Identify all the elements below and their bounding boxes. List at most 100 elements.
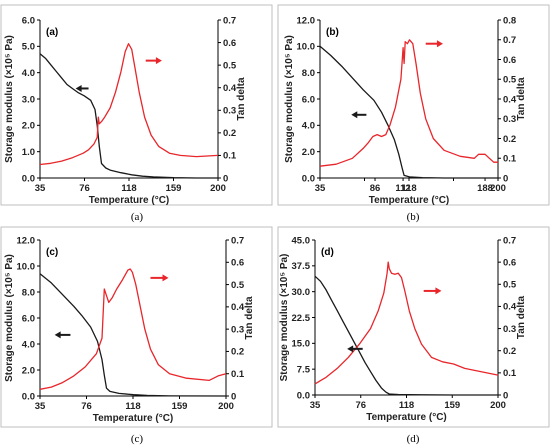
y-tick-label-c: 12.0 [17, 235, 36, 246]
panel-label-b: (b) [326, 27, 339, 38]
chart-panel-a: 0.0 1.0 2.0 3.0 4.0 5.0 6.0 0 0.1 0.2 0.3 0.4 0.5 0.6… [4, 15, 247, 206]
y-tick-label-c: 6.0 [22, 313, 35, 324]
x-tick-label-d: 200 [490, 400, 506, 411]
y-tick-label-a: 6.0 [22, 15, 35, 26]
y2-axis-title-d: Tan delta [516, 295, 527, 339]
y2-tick-label-c: 0.5 [231, 280, 245, 291]
panel-frame-d [277, 226, 550, 428]
y-axis-title-a: Storage modulus (×10⁵ Pa) [4, 35, 15, 163]
y2-axis-title-c: Tan delta [244, 296, 255, 340]
x-tick-label-b: 35 [315, 183, 326, 194]
y2-tick-label-b: 0 [503, 173, 508, 184]
left-arrow-head-d [347, 345, 354, 353]
x-axis-title-c: Temperature (°C) [93, 413, 174, 424]
y-tick-label-d: 30.0 [292, 287, 311, 298]
y2-tick-label-a: 0.3 [223, 106, 236, 117]
y2-tick-label-b: 0.3 [503, 114, 516, 125]
tan-delta-line-b [319, 39, 498, 167]
y-tick-label-d: 0.0 [297, 390, 310, 401]
caption-b: (b) [407, 211, 420, 223]
x-axis-title-b: Temperature (°C) [369, 195, 450, 206]
caption-d: (d) [407, 433, 420, 445]
panel-label-c: (c) [46, 247, 58, 258]
panel-label-a: (a) [46, 27, 58, 38]
y-tick-label-b: 4.0 [302, 121, 315, 132]
x-tick-label-d: 76 [355, 400, 366, 411]
y2-tick-label-c: 0.3 [231, 324, 244, 335]
left-arrow-head-b [351, 111, 358, 119]
y2-tick-label-c: 0.1 [231, 369, 245, 380]
x-tick-label-a: 200 [210, 183, 226, 194]
y-axis-title-c: Storage modulus (×10⁵ Pa) [4, 254, 15, 382]
y-tick-label-a: 0.0 [22, 173, 35, 184]
chart-panel-b: 0.0 2.0 4.0 6.0 8.0 10.0 12.0 0 0.1 0.2 0.3 0.4 0.5 0… [284, 15, 527, 206]
y2-tick-label-d: 0.2 [503, 346, 516, 357]
x-tick-label-a: 159 [166, 183, 182, 194]
y2-tick-label-a: 0.5 [223, 60, 237, 71]
x-tick-label-b: 188 [477, 183, 493, 194]
y2-tick-label-a: 0.1 [223, 151, 237, 162]
y-tick-label-c: 8.0 [22, 287, 35, 298]
y-tick-label-d: 22.5 [292, 313, 311, 324]
y2-tick-label-a: 0.4 [223, 83, 237, 94]
y-tick-label-b: 12.0 [297, 15, 316, 26]
right-arrow-head-b [436, 40, 443, 48]
y2-tick-label-d: 0.1 [503, 368, 517, 379]
y2-tick-label-b: 0.2 [503, 134, 516, 145]
chart-panel-c: 0.0 2.0 4.0 6.0 8.0 10.0 12.0 0 0.1 0.2 0.3 0.4 0.5 0… [4, 235, 255, 424]
y2-tick-label-d: 0.6 [503, 257, 516, 268]
right-arrow-head-d [435, 287, 442, 295]
y2-tick-label-c: 0 [231, 391, 236, 402]
x-tick-label-b: 86 [370, 183, 381, 194]
y2-axis-title-b: Tan delta [516, 77, 527, 121]
y-tick-label-c: 2.0 [22, 365, 35, 376]
x-tick-label-c: 35 [35, 401, 46, 412]
y2-tick-label-a: 0.2 [223, 128, 236, 139]
panel-frame-c [0, 226, 273, 428]
x-tick-label-a: 118 [121, 183, 136, 194]
y-tick-label-b: 10.0 [297, 42, 316, 53]
caption-c: (c) [131, 433, 144, 445]
y-axis-title-d: Storage modulus (×10⁵ Pa) [279, 254, 290, 382]
x-tick-label-b: 200 [490, 183, 506, 194]
y2-tick-label-b: 0.5 [503, 75, 517, 86]
x-tick-label-d: 35 [310, 400, 321, 411]
y2-tick-label-a: 0 [223, 173, 228, 184]
left-arrow-head-c [54, 331, 61, 339]
chart-panel-d: 0.0 7.5 15.0 22.5 30.0 37.5 45.0 0 0.1 0.2 0.3 0.4 0… [279, 235, 527, 423]
y-tick-label-c: 4.0 [22, 339, 35, 350]
y2-tick-label-b: 0.1 [503, 154, 517, 165]
y-tick-label-a: 1.0 [22, 147, 35, 158]
y2-tick-label-c: 0.2 [231, 347, 244, 358]
y2-tick-label-d: 0.7 [503, 235, 516, 246]
y-tick-label-a: 4.0 [22, 68, 35, 79]
y-tick-label-c: 0.0 [22, 391, 35, 402]
x-axis-title-a: Temperature (°C) [89, 195, 170, 206]
y-tick-label-d: 37.5 [292, 261, 311, 272]
y2-tick-label-b: 0.4 [503, 94, 517, 105]
panel-frame-a [0, 4, 273, 206]
y-tick-label-b: 6.0 [302, 94, 315, 105]
y2-tick-label-d: 0.4 [503, 302, 517, 313]
y-tick-label-b: 2.0 [302, 147, 315, 158]
x-tick-label-d: 118 [399, 400, 414, 411]
x-tick-label-c: 118 [125, 401, 140, 412]
y2-tick-label-c: 0.4 [231, 302, 245, 313]
storage-modulus-line-b [319, 45, 498, 179]
x-tick-label-a: 35 [35, 183, 46, 194]
x-tick-label-b: 118 [401, 183, 416, 194]
y-tick-label-a: 2.0 [22, 121, 35, 132]
tan-delta-line-a [39, 43, 219, 166]
x-tick-label-c: 76 [81, 401, 92, 412]
y2-tick-label-b: 0.7 [503, 35, 516, 46]
panel-label-d: (d) [321, 247, 334, 258]
tan-delta-line-d [314, 261, 499, 385]
y-tick-label-d: 45.0 [292, 235, 311, 246]
y2-tick-label-b: 0.6 [503, 55, 516, 66]
x-axis-title-d: Temperature (°C) [366, 412, 447, 423]
panel-frame-b [277, 4, 550, 206]
x-tick-label-c: 159 [172, 401, 188, 412]
y-tick-label-a: 3.0 [22, 94, 35, 105]
x-tick-label-a: 76 [79, 183, 90, 194]
